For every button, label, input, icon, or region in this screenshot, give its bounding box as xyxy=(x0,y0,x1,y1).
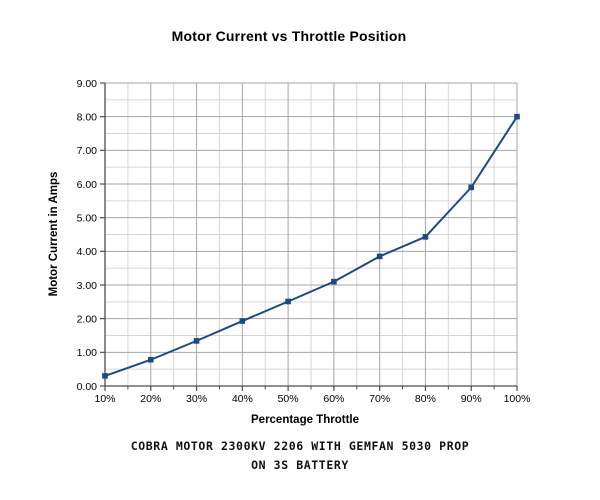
y-tick-label: 6.00 xyxy=(77,179,98,191)
y-tick-label: 7.00 xyxy=(77,145,98,157)
y-tick-label: 5.00 xyxy=(77,212,98,224)
x-tick-label: 10% xyxy=(94,393,115,405)
axes xyxy=(100,82,518,391)
y-tick-label: 9.00 xyxy=(77,78,98,90)
data-point-marker xyxy=(147,356,154,363)
data-point-marker xyxy=(331,278,337,285)
x-tick-label: 20% xyxy=(140,393,161,405)
x-tick-label: 60% xyxy=(323,393,344,405)
x-tick-label: 70% xyxy=(369,393,390,405)
data-point-marker xyxy=(468,184,475,191)
data-point-marker xyxy=(376,253,383,260)
caption-line-2: ON 3S BATTERY xyxy=(251,458,349,472)
tick-labels: 0.00 1.00 2.00 3.00 4.00 5.00 6.00 7.00 8.00 9.00… xyxy=(77,78,531,405)
data-series xyxy=(102,113,520,379)
data-point-marker xyxy=(193,338,200,344)
caption-line-1: COBRA MOTOR 2300KV 2206 WITH GEMFAN 5030… xyxy=(130,439,470,453)
data-point-marker xyxy=(239,318,246,324)
chart-title: Motor Current vs Throttle Position xyxy=(171,28,407,44)
data-point-marker xyxy=(102,373,108,379)
data-point-marker xyxy=(514,113,520,120)
y-tick-label: 2.00 xyxy=(77,313,98,325)
y-axis-title: Motor Current in Amps xyxy=(48,172,60,297)
data-point-marker xyxy=(422,234,429,240)
data-point-marker xyxy=(285,298,291,305)
y-tick-label: 1.00 xyxy=(77,347,98,359)
x-axis-title: Percentage Throttle xyxy=(251,414,359,426)
chart-caption: COBRA MOTOR 2300KV 2206 WITH GEMFAN 5030… xyxy=(0,437,600,475)
y-tick-label: 4.00 xyxy=(77,246,98,258)
x-tick-label: 90% xyxy=(461,393,482,405)
x-tick-label: 100% xyxy=(504,393,531,405)
x-tick-label: 40% xyxy=(232,393,253,405)
x-tick-label: 50% xyxy=(278,393,299,405)
x-tick-label: 30% xyxy=(186,393,207,405)
gridlines-minor xyxy=(105,83,517,386)
gridlines-major xyxy=(105,82,518,386)
y-tick-label: 3.00 xyxy=(77,280,98,292)
y-tick-label: 0.00 xyxy=(77,381,98,393)
y-tick-label: 8.00 xyxy=(77,111,98,123)
series-line xyxy=(104,115,518,377)
x-tick-label: 80% xyxy=(415,393,436,405)
